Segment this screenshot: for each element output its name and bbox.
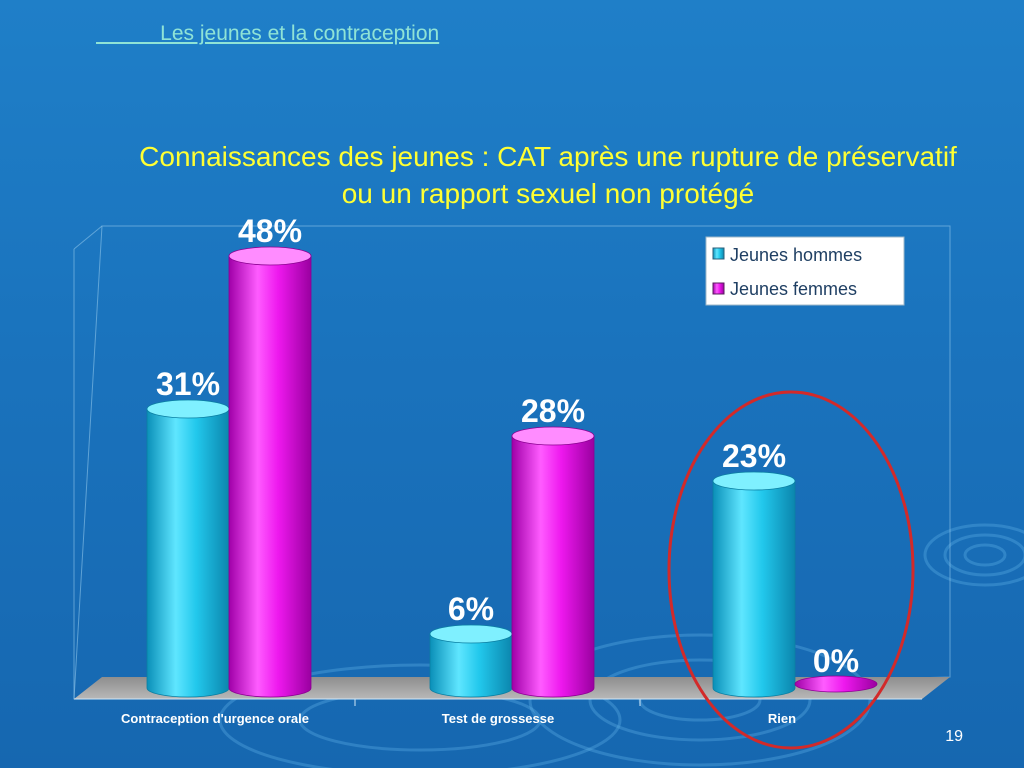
data-label-jeunes-hommes-2: 23% [722,438,786,474]
slide-title-line-2: ou un rapport sexuel non protégé [341,178,755,209]
bar-jeunes-femmes-2 [794,675,878,693]
data-label-jeunes-femmes-0: 48% [238,213,302,249]
x-tick-label-0: Contraception d'urgence orale [121,711,309,726]
legend-label-jeunes-femmes: Jeunes femmes [730,279,857,299]
x-tick-label-1: Test de grossesse [442,711,554,726]
page-number: 19 [945,728,963,745]
bar-jeunes-hommes-0 [146,399,230,698]
data-label-jeunes-femmes-2: 0% [813,643,859,679]
title-link[interactable]: Les jeunes et la contraception [96,22,440,45]
legend: Jeunes hommes Jeunes femmes [705,236,905,306]
slide-title: Connaissances des jeunes : CAT après une… [80,138,1016,212]
x-tick-label-2: Rien [768,711,796,726]
data-label-jeunes-hommes-0: 31% [156,366,220,402]
bar-jeunes-hommes-1 [429,624,513,698]
bar-jeunes-femmes-1 [511,426,595,698]
slide-title-line-1: Connaissances des jeunes : CAT après une… [139,141,957,172]
data-label-jeunes-hommes-1: 6% [448,591,494,627]
plot-top-left-edge [73,225,103,250]
highlight-circle [667,390,915,750]
legend-swatch-jeunes-femmes [712,282,725,295]
legend-swatch-jeunes-hommes [712,247,725,260]
data-label-jeunes-femmes-1: 28% [521,393,585,429]
bar-jeunes-femmes-0 [228,246,312,698]
legend-label-jeunes-hommes: Jeunes hommes [730,245,862,265]
bar-jeunes-hommes-2 [712,471,796,698]
legend-box [705,236,905,306]
